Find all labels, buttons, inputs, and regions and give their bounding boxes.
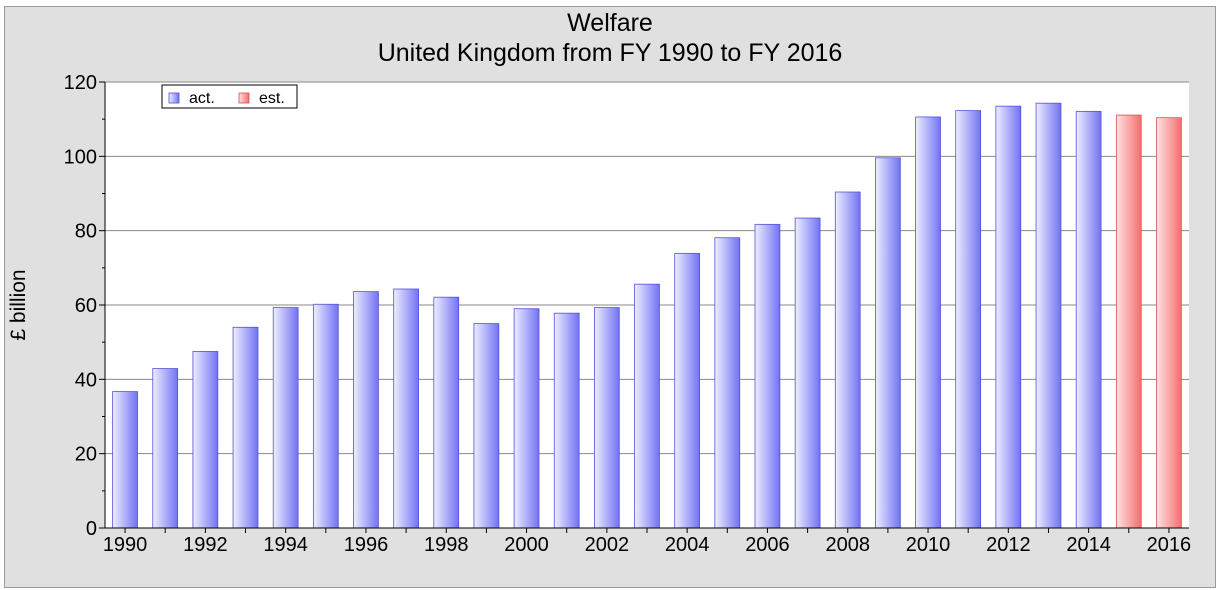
x-tick-label: 1990 (103, 534, 148, 556)
bar-2002 (594, 307, 620, 529)
bar-1997 (393, 288, 419, 529)
bar-2015 (1115, 114, 1142, 529)
legend: act. est. (161, 84, 298, 109)
legend-swatch-act (168, 92, 180, 104)
x-tick-label: 2016 (1147, 534, 1192, 556)
bar-1991 (152, 368, 179, 529)
y-tick-label: 40 (75, 369, 97, 391)
bar-2003 (634, 283, 660, 529)
bar-1992 (192, 351, 219, 529)
x-tick-label: 1998 (424, 534, 469, 556)
bar-2001 (553, 312, 580, 529)
y-tick-label: 120 (64, 72, 97, 94)
bars (112, 102, 1182, 529)
bar-2009 (875, 157, 901, 529)
bar-2005 (714, 237, 741, 529)
y-tick-label: 100 (64, 146, 97, 168)
x-tick-label: 2000 (504, 534, 549, 556)
y-tick-label: 0 (86, 518, 97, 540)
legend-swatch-est (238, 92, 250, 104)
x-tick-label: 2010 (906, 534, 951, 556)
x-tick-label: 2002 (585, 534, 630, 556)
y-axis-label: £ billion (7, 269, 30, 340)
bar-2012 (995, 105, 1022, 529)
bar-1995 (312, 303, 339, 529)
bar-2000 (513, 308, 540, 529)
bar-2010 (915, 116, 941, 529)
legend-box (161, 84, 298, 109)
x-tick-label: 2006 (745, 534, 790, 556)
y-tick-labels: 0 20 40 60 80 100 120 (64, 72, 105, 540)
bar-2013 (1035, 102, 1062, 529)
bar-2014 (1075, 110, 1102, 529)
x-tick-label: 2008 (825, 534, 870, 556)
x-tick-label: 2012 (986, 534, 1031, 556)
bar-2006 (754, 223, 781, 529)
bar-1999 (473, 323, 500, 529)
x-tick-labels: 1990 1992 1994 1996 1998 2000 2002 2004 2006 2008… (103, 528, 1191, 556)
bar-1994 (272, 307, 299, 529)
bar-1998 (433, 296, 460, 529)
bar-1990 (112, 391, 138, 529)
bar-2011 (955, 110, 982, 529)
y-tick-label: 20 (75, 444, 97, 466)
bar-2004 (674, 252, 700, 529)
y-tick-label: 60 (75, 295, 97, 317)
chart-title: Welfare (567, 9, 653, 37)
x-tick-label: 1994 (263, 534, 308, 556)
legend-label-est: est. (259, 90, 285, 107)
bar-2007 (794, 217, 821, 529)
legend-label-act: act. (189, 90, 215, 107)
bar-2008 (834, 191, 861, 529)
bar-2016 (1156, 117, 1182, 529)
chart-subtitle: United Kingdom from FY 1990 to FY 2016 (378, 39, 843, 67)
x-tick-label: 1992 (183, 534, 228, 556)
bar-chart: Welfare United Kingdom from FY 1990 to F… (7, 9, 1191, 556)
y-tick-label: 80 (75, 221, 97, 243)
x-tick-label: 1996 (344, 534, 389, 556)
chart-frame: Welfare United Kingdom from FY 1990 to F… (4, 6, 1216, 588)
x-tick-label: 2004 (665, 534, 710, 556)
bar-1993 (232, 326, 259, 529)
x-tick-label: 2014 (1066, 534, 1111, 556)
bar-1996 (353, 291, 379, 529)
